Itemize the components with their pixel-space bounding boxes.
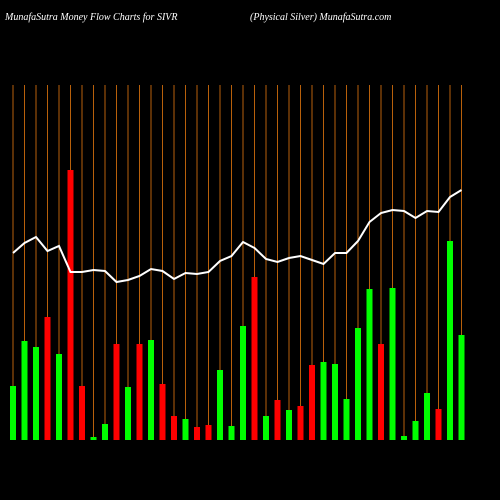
bar bbox=[44, 317, 51, 440]
bar bbox=[136, 344, 143, 440]
bar bbox=[21, 341, 28, 440]
bar bbox=[263, 416, 269, 440]
bar bbox=[171, 416, 177, 440]
bar bbox=[389, 288, 396, 440]
bar bbox=[194, 427, 200, 440]
bar bbox=[332, 364, 338, 440]
bar bbox=[79, 386, 85, 440]
bar bbox=[113, 344, 120, 440]
bar bbox=[33, 347, 39, 440]
bar bbox=[366, 289, 373, 440]
bar bbox=[67, 170, 74, 440]
bar bbox=[56, 354, 62, 440]
bar bbox=[217, 370, 223, 440]
bar bbox=[102, 424, 108, 440]
bar bbox=[435, 409, 442, 440]
bar bbox=[159, 384, 166, 440]
bar bbox=[447, 241, 453, 440]
chart-subtitle: (Physical Silver) MunafaSutra.com bbox=[250, 12, 391, 23]
bar bbox=[228, 426, 235, 440]
bar bbox=[378, 344, 384, 440]
flow-line bbox=[12, 189, 463, 284]
bar bbox=[401, 436, 407, 440]
bar bbox=[458, 335, 465, 440]
bar bbox=[274, 400, 281, 440]
bar bbox=[148, 340, 154, 440]
bar bbox=[10, 386, 16, 440]
bar bbox=[355, 328, 361, 440]
bar bbox=[343, 399, 350, 440]
bar bbox=[424, 393, 430, 440]
bar bbox=[286, 410, 292, 440]
bar bbox=[182, 419, 189, 440]
bar bbox=[412, 421, 419, 440]
chart-title: MunafaSutra Money Flow Charts for SIVR bbox=[4, 12, 178, 23]
bar bbox=[309, 365, 315, 440]
bar bbox=[90, 437, 97, 440]
bar bbox=[297, 406, 304, 440]
bar bbox=[205, 425, 212, 440]
bar bbox=[251, 277, 258, 440]
bar bbox=[240, 326, 246, 440]
bar bbox=[320, 362, 327, 440]
bar bbox=[125, 387, 131, 440]
